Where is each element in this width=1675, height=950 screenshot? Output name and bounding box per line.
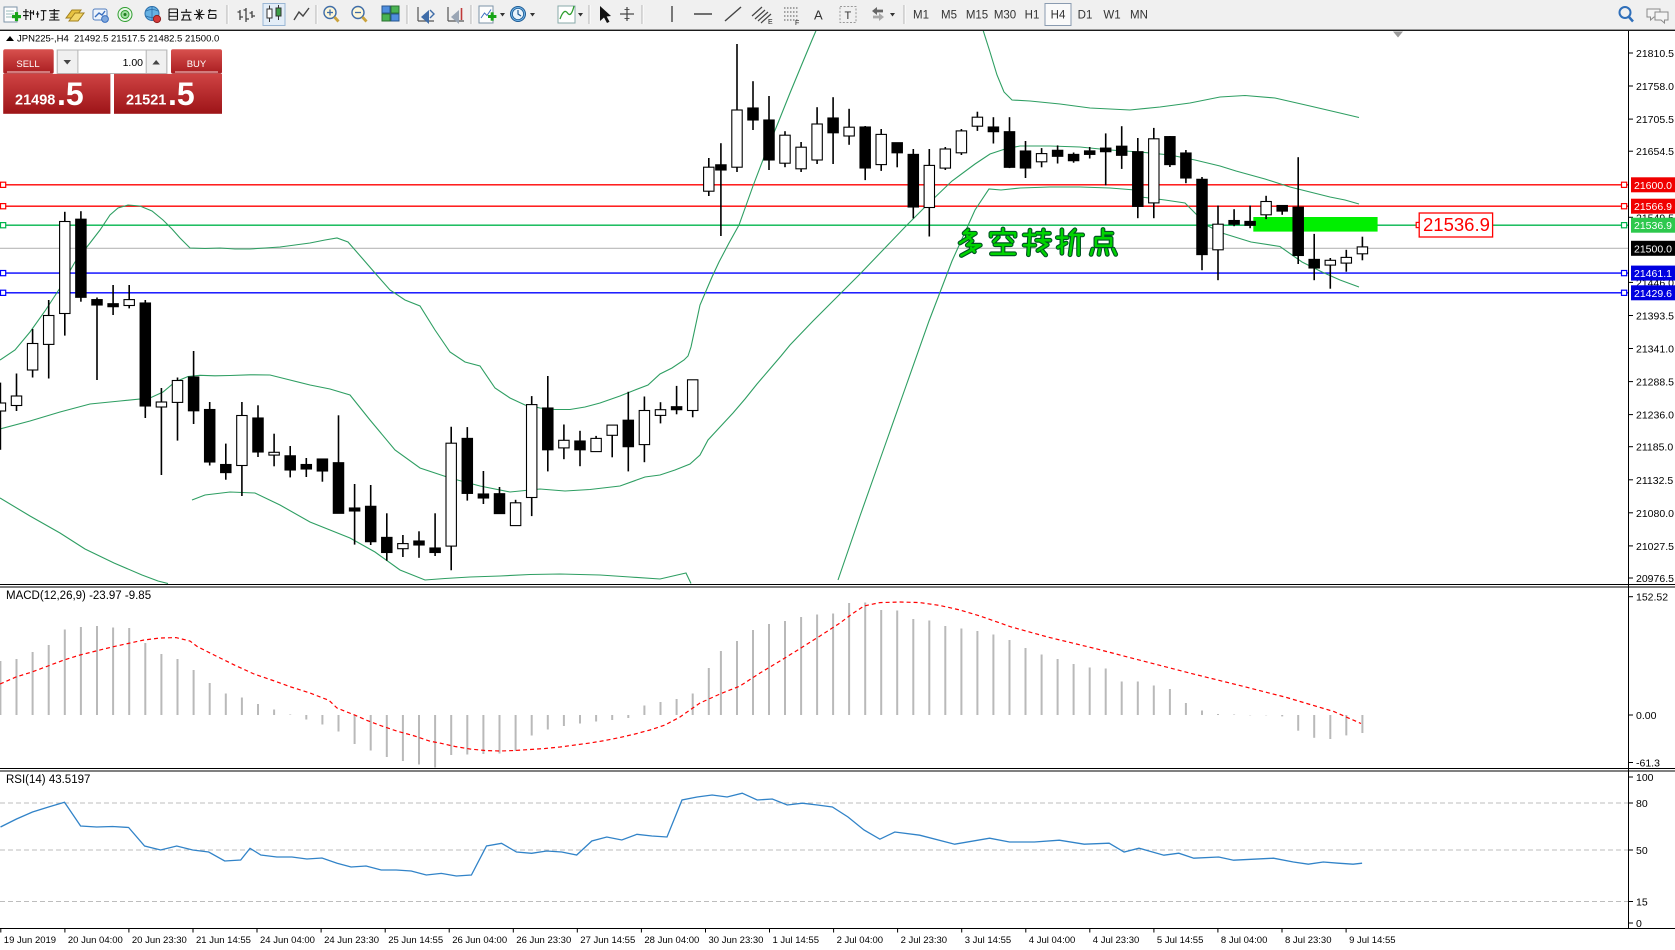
svg-text:M1: M1 (913, 10, 929, 22)
svg-text:M30: M30 (994, 10, 1016, 22)
svg-text:20 Jun 04:00: 20 Jun 04:00 (68, 935, 123, 946)
svg-text:30 Jun 23:30: 30 Jun 23:30 (709, 935, 764, 946)
svg-text:21027.5: 21027.5 (1636, 541, 1674, 553)
svg-text:26 Jun 23:30: 26 Jun 23:30 (516, 935, 571, 946)
svg-text:2 Jul 04:00: 2 Jul 04:00 (837, 935, 883, 946)
svg-text:19 Jun 2019: 19 Jun 2019 (4, 935, 56, 946)
svg-text:20976.5: 20976.5 (1636, 573, 1674, 585)
svg-text:.5: .5 (168, 76, 195, 112)
svg-text:21536.9: 21536.9 (1634, 220, 1672, 232)
svg-text:15: 15 (1636, 897, 1648, 909)
svg-text:JPN225-,H4 21492.5 21517.5 21: JPN225-,H4 21492.5 21517.5 21482.5 21500… (17, 34, 219, 45)
svg-text:21132.5: 21132.5 (1636, 475, 1673, 487)
svg-text:21600.0: 21600.0 (1634, 180, 1672, 192)
svg-text:21521: 21521 (126, 93, 166, 109)
svg-text:9 Jul 14:55: 9 Jul 14:55 (1349, 935, 1395, 946)
svg-text:.5: .5 (57, 76, 84, 112)
svg-text:20 Jun 23:30: 20 Jun 23:30 (132, 935, 187, 946)
svg-text:MACD(12,26,9) -23.97 -9.85: MACD(12,26,9) -23.97 -9.85 (6, 590, 151, 602)
svg-text:8 Jul 23:30: 8 Jul 23:30 (1285, 935, 1331, 946)
svg-text:21341.0: 21341.0 (1636, 344, 1674, 356)
svg-text:5 Jul 14:55: 5 Jul 14:55 (1157, 935, 1203, 946)
svg-text:BUY: BUY (187, 59, 207, 70)
svg-text:RSI(14) 43.5197: RSI(14) 43.5197 (6, 774, 90, 786)
svg-text:F: F (795, 20, 799, 27)
svg-text:100: 100 (1636, 772, 1654, 784)
svg-text:21654.5: 21654.5 (1636, 146, 1674, 158)
svg-text:M5: M5 (941, 10, 957, 22)
svg-text:2 Jul 23:30: 2 Jul 23:30 (901, 935, 947, 946)
svg-text:21393.5: 21393.5 (1636, 311, 1674, 323)
svg-text:50: 50 (1636, 845, 1648, 857)
svg-text:24 Jun 04:00: 24 Jun 04:00 (260, 935, 315, 946)
svg-text:0: 0 (1636, 918, 1642, 930)
svg-text:0.00: 0.00 (1636, 710, 1657, 722)
svg-text:H1: H1 (1025, 10, 1040, 22)
svg-text:24 Jun 23:30: 24 Jun 23:30 (324, 935, 379, 946)
svg-text:W1: W1 (1103, 10, 1120, 22)
svg-text:28 Jun 04:00: 28 Jun 04:00 (644, 935, 699, 946)
svg-text:27 Jun 14:55: 27 Jun 14:55 (580, 935, 635, 946)
svg-text:21500.0: 21500.0 (1634, 243, 1672, 255)
svg-text:E: E (768, 19, 773, 26)
svg-text:T: T (845, 10, 852, 22)
svg-text:21080.0: 21080.0 (1636, 508, 1674, 520)
svg-text:21758.0: 21758.0 (1636, 81, 1674, 93)
svg-text:8 Jul 04:00: 8 Jul 04:00 (1221, 935, 1267, 946)
svg-text:21810.5: 21810.5 (1636, 48, 1674, 60)
svg-text:21566.9: 21566.9 (1634, 201, 1672, 213)
svg-text:21185.0: 21185.0 (1636, 442, 1673, 454)
svg-text:21536.9: 21536.9 (1423, 214, 1490, 235)
svg-text:3 Jul 14:55: 3 Jul 14:55 (965, 935, 1011, 946)
svg-text:152.52: 152.52 (1636, 592, 1668, 604)
svg-text:21498: 21498 (15, 93, 55, 109)
svg-text:80: 80 (1636, 798, 1648, 810)
svg-text:A: A (814, 8, 823, 23)
svg-text:21461.1: 21461.1 (1634, 268, 1672, 280)
svg-text:21429.6: 21429.6 (1634, 288, 1672, 300)
svg-text:SELL: SELL (16, 59, 39, 70)
svg-text:1 Jul 14:55: 1 Jul 14:55 (773, 935, 819, 946)
svg-text:21236.0: 21236.0 (1636, 410, 1674, 422)
svg-text:4 Jul 23:30: 4 Jul 23:30 (1093, 935, 1139, 946)
svg-text:26 Jun 04:00: 26 Jun 04:00 (452, 935, 507, 946)
svg-text:25 Jun 14:55: 25 Jun 14:55 (388, 935, 443, 946)
svg-text:MN: MN (1130, 10, 1148, 22)
svg-text:-61.3: -61.3 (1636, 758, 1660, 770)
svg-text:21705.5: 21705.5 (1636, 114, 1674, 126)
svg-text:H4: H4 (1051, 10, 1066, 22)
svg-text:21 Jun 14:55: 21 Jun 14:55 (196, 935, 251, 946)
svg-text:D1: D1 (1078, 10, 1093, 22)
svg-text:1.00: 1.00 (123, 57, 144, 69)
svg-text:M15: M15 (966, 10, 988, 22)
svg-text:4 Jul 04:00: 4 Jul 04:00 (1029, 935, 1075, 946)
svg-text:21288.5: 21288.5 (1636, 377, 1674, 389)
